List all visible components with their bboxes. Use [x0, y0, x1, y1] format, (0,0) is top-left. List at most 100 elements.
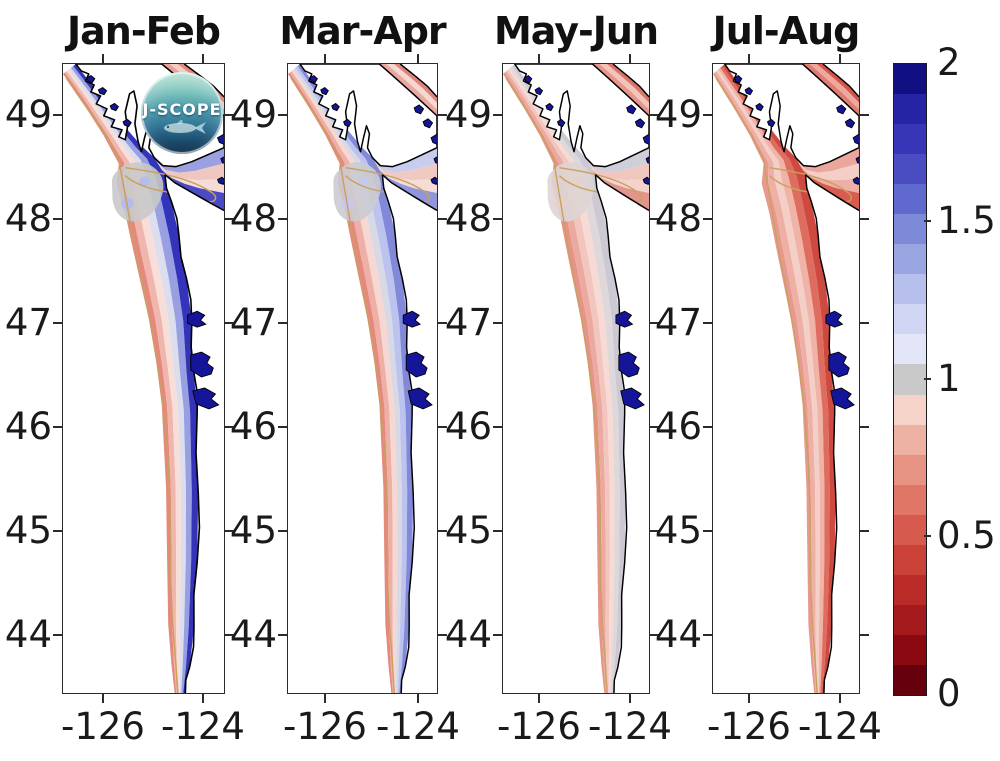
- axis-tick: [748, 54, 750, 63]
- axis-tick: [225, 634, 234, 636]
- colorbar-tick-label: 2: [937, 41, 961, 84]
- lat-tick-label: 49: [4, 93, 52, 136]
- axis-tick: [225, 426, 234, 428]
- axis-tick: [629, 694, 631, 703]
- lat-tick-label: 47: [4, 301, 52, 344]
- map-mayjun: [502, 63, 656, 694]
- axis-tick: [703, 218, 712, 220]
- axis-tick: [53, 426, 62, 428]
- colorbar-tick-label: 0: [937, 672, 961, 715]
- axis-tick: [225, 114, 234, 116]
- axis-tick: [278, 530, 287, 532]
- axis-tick: [225, 530, 234, 532]
- axis-tick: [493, 218, 502, 220]
- colorbar-band: [894, 64, 926, 94]
- axis-tick: [438, 114, 447, 116]
- axis-tick: [53, 114, 62, 116]
- colorbar-band: [894, 575, 926, 606]
- lat-tick-label: 49: [654, 93, 702, 136]
- axis-tick: [102, 694, 104, 703]
- lat-tick-label: 47: [229, 301, 277, 344]
- axis-tick: [860, 634, 869, 636]
- lon-tick-label: -124: [376, 705, 460, 748]
- axis-tick: [629, 54, 631, 63]
- axis-tick: [202, 694, 204, 703]
- axis-tick: [493, 530, 502, 532]
- lat-tick-label: 49: [229, 93, 277, 136]
- axis-tick: [102, 54, 104, 63]
- colorbar-band: [894, 213, 926, 244]
- axis-tick: [493, 114, 502, 116]
- lat-tick-label: 46: [229, 405, 277, 448]
- axis-tick: [278, 218, 287, 220]
- axis-tick: [53, 218, 62, 220]
- colorbar-tick: [924, 377, 931, 380]
- lon-tick-label: -126: [283, 705, 367, 748]
- lon-tick-label: -126: [707, 705, 791, 748]
- axis-tick: [225, 322, 234, 324]
- axis-tick: [53, 530, 62, 532]
- panel-title-marapr: Mar-Apr: [279, 9, 446, 53]
- panel-title-janfeb: Jan-Feb: [67, 9, 221, 53]
- lat-tick-label: 48: [4, 197, 52, 240]
- colorbar-band: [894, 634, 926, 665]
- axis-tick: [278, 114, 287, 116]
- axis-tick: [650, 322, 659, 324]
- lat-tick-label: 45: [444, 509, 492, 552]
- colorbar-tick-label: 1: [937, 356, 961, 400]
- lat-tick-label: 44: [4, 613, 52, 656]
- lon-tick-label: -126: [497, 705, 581, 748]
- colorbar-band: [894, 545, 926, 576]
- fish-icon: [163, 119, 206, 134]
- axis-tick: [703, 426, 712, 428]
- colorbar-band: [894, 273, 926, 304]
- axis-tick: [839, 694, 841, 703]
- jscope-logo: J-SCOPE: [141, 72, 223, 154]
- colorbar-band: [894, 455, 926, 486]
- lon-tick-label: -124: [588, 705, 672, 748]
- colorbar-band: [894, 93, 926, 124]
- lat-tick-label: 45: [229, 509, 277, 552]
- lat-tick-label: 45: [654, 509, 702, 552]
- axis-tick: [438, 530, 447, 532]
- lat-tick-label: 48: [229, 197, 277, 240]
- axis-tick: [53, 634, 62, 636]
- colorbar-band: [894, 395, 926, 426]
- lat-tick-label: 48: [654, 197, 702, 240]
- colorbar-band: [894, 243, 926, 274]
- map-janfeb: [62, 63, 232, 694]
- axis-tick: [493, 322, 502, 324]
- lon-tick-label: -124: [161, 705, 245, 748]
- axis-tick: [278, 322, 287, 324]
- axis-tick: [202, 54, 204, 63]
- axis-tick: [438, 218, 447, 220]
- colorbar-band: [894, 183, 926, 214]
- axis-tick: [438, 322, 447, 324]
- colorbar-band: [894, 485, 926, 516]
- axis-tick: [650, 530, 659, 532]
- colorbar-band: [894, 515, 926, 546]
- axis-tick: [324, 694, 326, 703]
- colorbar: [893, 63, 927, 696]
- axis-tick: [278, 426, 287, 428]
- lat-tick-label: 46: [654, 405, 702, 448]
- axis-tick: [860, 114, 869, 116]
- jscope-logo-text: J-SCOPE: [142, 99, 222, 119]
- axis-tick: [860, 530, 869, 532]
- colorbar-tick-label: 0.5: [937, 514, 996, 558]
- axis-tick: [650, 218, 659, 220]
- axis-tick: [839, 54, 841, 63]
- lat-tick-label: 44: [229, 613, 277, 656]
- colorbar-band: [894, 123, 926, 154]
- lat-tick-label: 47: [654, 301, 702, 344]
- colorbar-band: [894, 425, 926, 456]
- panel-title-julaug: Jul-Aug: [712, 9, 861, 53]
- axis-tick: [748, 694, 750, 703]
- axis-tick: [417, 54, 419, 63]
- axis-tick: [650, 634, 659, 636]
- axis-tick: [438, 426, 447, 428]
- axis-tick: [650, 426, 659, 428]
- lat-tick-label: 44: [654, 613, 702, 656]
- lat-tick-label: 46: [4, 405, 52, 448]
